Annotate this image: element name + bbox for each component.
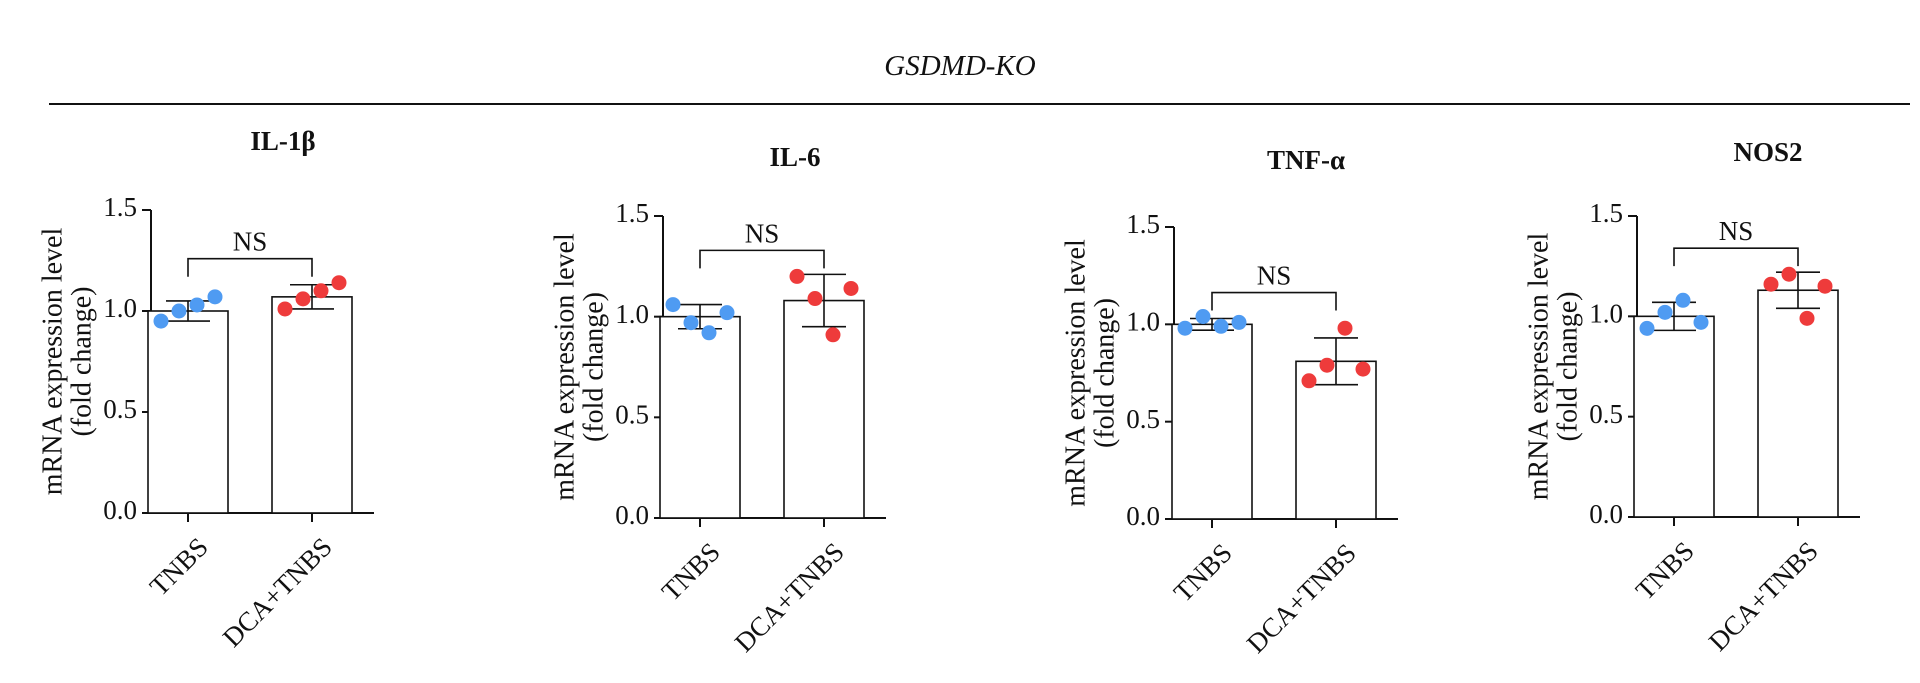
data-point [789,268,805,284]
chart-title: TNF-α [1267,145,1345,175]
data-point [1337,320,1353,336]
y-tick-label: 1.0 [1589,299,1623,329]
data-point [313,283,329,299]
data-point [701,325,717,341]
data-point [171,303,187,319]
y-tick-label: 0.0 [1126,501,1160,531]
x-tick-label: TNBS [1630,536,1700,606]
x-tick-label: DCA+TNBS [1241,538,1362,659]
data-point [1355,361,1371,377]
data-point [1799,310,1815,326]
bar [783,299,865,519]
data-point [1781,266,1797,282]
data-point [207,289,223,305]
x-tick-label: TNBS [656,537,726,607]
significance-bracket [1211,291,1337,311]
figure-title: GSDMD-KO [884,50,1036,82]
data-point [719,305,735,321]
data-point [1195,309,1211,325]
y-axis-label: (fold change) [1089,298,1120,448]
x-tick-label: DCA+TNBS [729,537,850,658]
data-point [1177,320,1193,336]
x-tick-label: DCA+TNBS [217,532,338,653]
bar [1633,315,1715,518]
data-point [1763,276,1779,292]
y-tick-label: 1.0 [1126,307,1160,337]
bar [1757,289,1839,518]
y-axis-label: mRNA expression level [1060,239,1091,507]
y-tick-label: 1.5 [615,198,649,228]
y-axis-label: (fold change) [66,286,97,436]
data-point [1639,320,1655,336]
data-point [1231,314,1247,330]
y-tick-label: 0.0 [1589,499,1623,529]
x-tick-label: TNBS [1168,538,1238,608]
chart-title: IL-6 [769,142,820,172]
y-axis-label: mRNA expression level [1523,233,1554,501]
significance-label: NS [1719,216,1754,246]
x-tick-label: DCA+TNBS [1703,536,1824,657]
y-tick-label: 0.5 [103,394,137,424]
y-tick-label: 1.5 [1126,209,1160,239]
y-tick-label: 1.0 [103,293,137,323]
data-point [825,327,841,343]
y-tick-label: 0.5 [1126,404,1160,434]
data-point [807,291,823,307]
significance-bracket [1673,247,1799,267]
data-point [1817,278,1833,294]
y-axis-label: mRNA expression level [549,233,580,501]
data-point [1693,314,1709,330]
y-axis-label: mRNA expression level [37,228,68,496]
data-point [1675,292,1691,308]
data-point [153,313,169,329]
y-axis-label: (fold change) [1552,291,1583,441]
significance-label: NS [745,218,780,248]
bar [271,296,353,514]
significance-label: NS [1257,261,1292,291]
y-tick-label: 1.5 [103,192,137,222]
y-tick-label: 1.5 [1589,198,1623,228]
data-point [1213,318,1229,334]
data-point [1301,373,1317,389]
x-tick-label: TNBS [144,532,214,602]
data-point [1319,357,1335,373]
chart-title: IL-1β [250,126,315,156]
bar [659,315,741,519]
y-tick-label: 0.0 [103,495,137,525]
data-point [683,315,699,331]
data-point [665,297,681,313]
data-point [277,301,293,317]
bar [1295,360,1377,520]
data-point [1657,304,1673,320]
data-point [331,275,347,291]
data-point [189,297,205,313]
title-underline [49,103,1910,105]
y-tick-label: 1.0 [615,299,649,329]
significance-bracket [187,257,313,277]
significance-bracket [699,249,825,269]
y-tick-label: 0.0 [615,500,649,530]
bar [147,310,229,514]
data-point [295,291,311,307]
bar [1171,323,1253,520]
y-axis-label: (fold change) [578,292,609,442]
chart-title: NOS2 [1733,137,1802,167]
significance-label: NS [233,227,268,257]
y-tick-label: 0.5 [1589,399,1623,429]
data-point [843,280,859,296]
y-tick-label: 0.5 [615,400,649,430]
